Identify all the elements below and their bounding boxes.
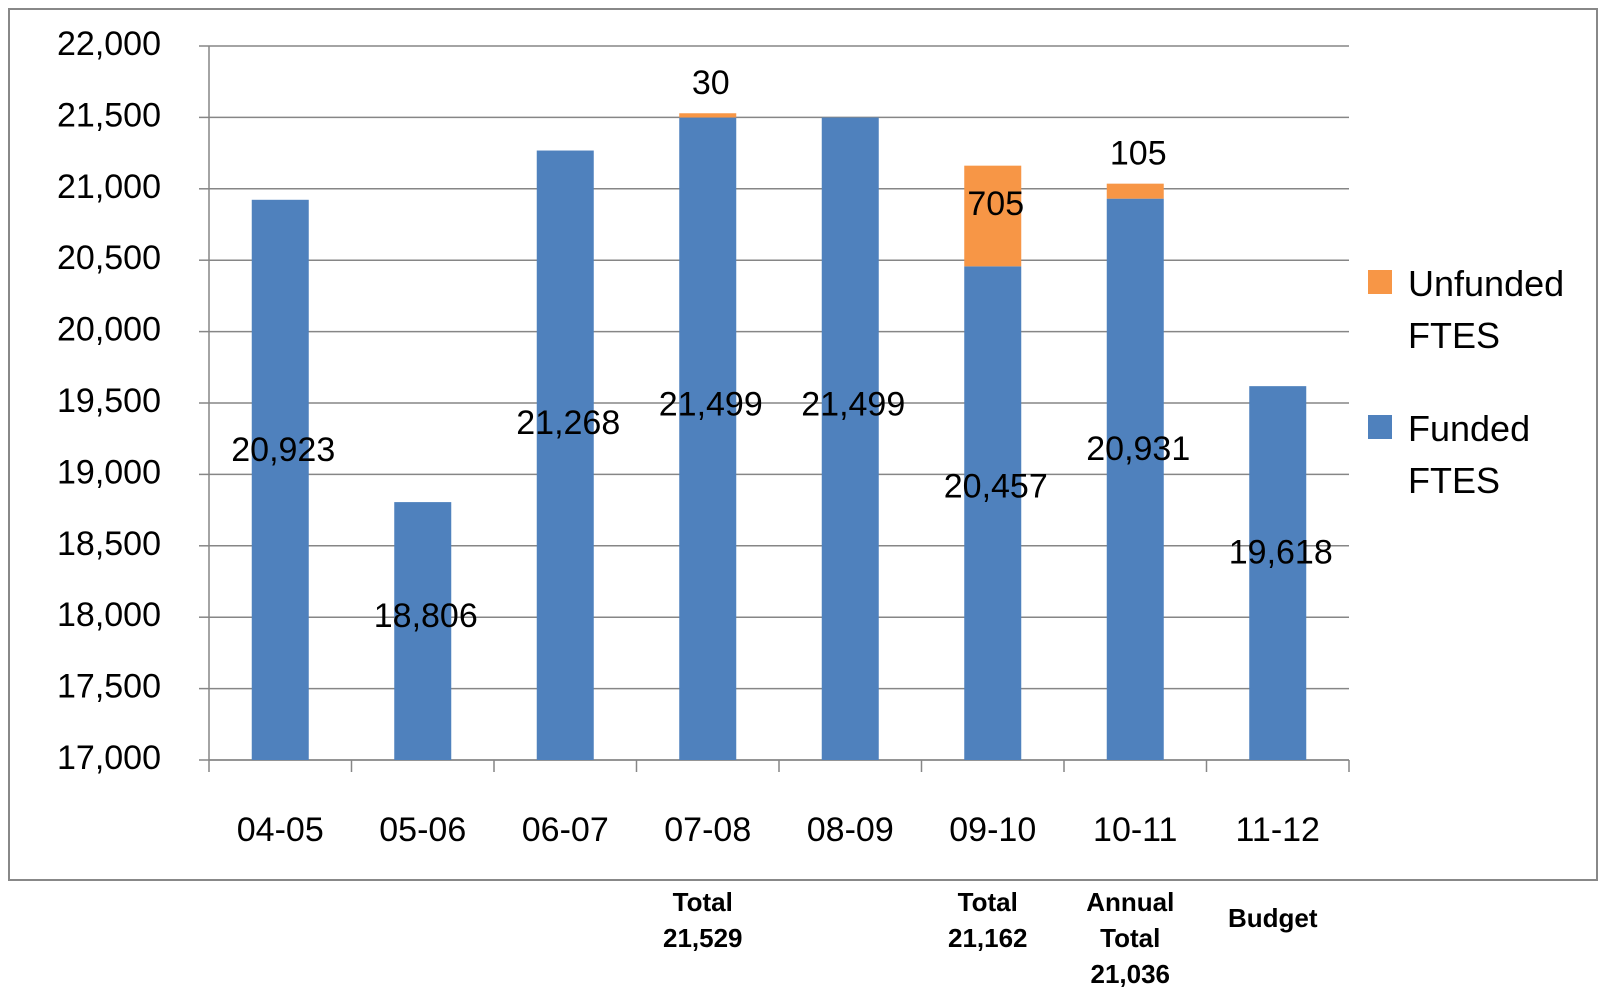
- data-label: 30: [692, 64, 730, 102]
- bar-segment: [536, 150, 594, 760]
- data-label: 105: [1110, 135, 1167, 173]
- data-label: 20,457: [944, 467, 1048, 505]
- note: Total: [673, 887, 733, 917]
- x-tick-label: 11-12: [1236, 811, 1320, 849]
- y-tick-label: 19,000: [57, 453, 161, 491]
- x-tick-label: 08-09: [807, 811, 894, 849]
- legend-swatch: [1368, 415, 1392, 439]
- bar-segment: [1106, 183, 1164, 199]
- data-label: 21,499: [801, 386, 905, 424]
- y-tick-label: 22,000: [57, 25, 161, 63]
- bar-segment: [1249, 386, 1307, 760]
- bar-segment: [964, 266, 1022, 760]
- y-tick-label: 21,500: [57, 96, 161, 134]
- y-tick-label: 21,000: [57, 168, 161, 206]
- x-tick-label: 07-08: [664, 811, 751, 849]
- legend-label: Unfunded FTES: [1408, 263, 1565, 356]
- note: Total: [1100, 923, 1160, 953]
- bar-segment: [821, 117, 879, 761]
- note: 21,162: [948, 923, 1028, 953]
- y-tick-label: 17,500: [57, 668, 161, 706]
- data-label: 20,923: [231, 431, 335, 469]
- y-tick-label: 17,000: [57, 739, 161, 777]
- note: 21,036: [1090, 959, 1170, 989]
- x-tick-label: 10-11: [1093, 811, 1177, 849]
- bar-segment: [251, 199, 309, 760]
- y-tick-label: 19,500: [57, 382, 161, 420]
- x-tick-label: 05-06: [379, 811, 466, 849]
- data-label: 705: [967, 185, 1024, 223]
- x-tick-label: 06-07: [522, 811, 609, 849]
- note: Annual: [1086, 887, 1174, 917]
- note: Budget: [1228, 903, 1318, 933]
- y-tick-label: 18,500: [57, 525, 161, 563]
- data-label: 21,268: [516, 404, 620, 442]
- data-label: 18,806: [374, 597, 478, 635]
- bar-segment: [964, 165, 1022, 267]
- note: 21,529: [663, 923, 743, 953]
- data-label: 21,499: [659, 386, 763, 424]
- bar-segment: [679, 113, 737, 118]
- data-label: 20,931: [1086, 430, 1190, 468]
- legend-label: Funded FTES: [1408, 408, 1531, 501]
- legend-swatch: [1368, 270, 1392, 294]
- note: Total: [958, 887, 1018, 917]
- bar-segment: [679, 117, 737, 761]
- y-tick-label: 20,500: [57, 239, 161, 277]
- y-tick-label: 18,000: [57, 596, 161, 634]
- x-tick-label: 04-05: [237, 811, 324, 849]
- y-tick-label: 20,000: [57, 311, 161, 349]
- bar-segment: [394, 502, 452, 760]
- data-label: 19,618: [1229, 533, 1333, 571]
- chart-border: [8, 8, 1598, 881]
- bar-segment: [1106, 198, 1164, 760]
- x-tick-label: 09-10: [949, 811, 1036, 849]
